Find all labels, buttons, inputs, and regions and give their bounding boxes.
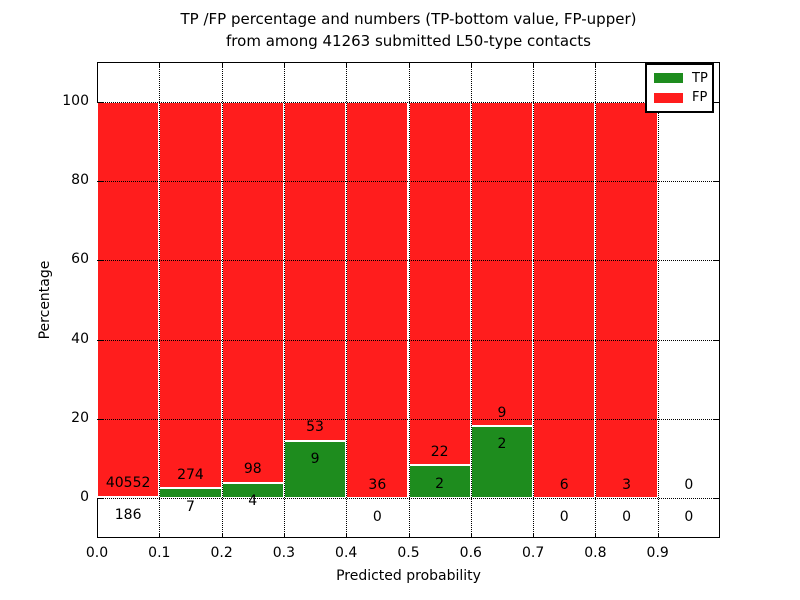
plot-area <box>97 62 720 538</box>
y-tick-label: 80 <box>71 172 89 188</box>
x-tick-label: 0.7 <box>521 545 545 561</box>
y-axis-label: Percentage <box>37 260 53 340</box>
y-tick-label: 100 <box>62 92 89 109</box>
x-tick-label: 0.9 <box>646 545 669 561</box>
x-tick-label: 0.5 <box>397 545 420 561</box>
legend-entry-tp: TP <box>647 72 712 85</box>
y-tick-label: 20 <box>71 410 89 426</box>
tp-color-swatch <box>654 73 683 84</box>
x-tick-label: 0.8 <box>584 545 607 561</box>
x-tick-label: 0.6 <box>459 545 482 561</box>
y-tick-label: 0 <box>80 489 89 506</box>
chart-title: TP /FP percentage and numbers (TP-bottom… <box>97 8 720 52</box>
chart-title-line1: TP /FP percentage and numbers (TP-bottom… <box>180 10 637 28</box>
x-tick-label: 0.0 <box>85 545 109 561</box>
x-tick-label: 0.3 <box>272 545 296 561</box>
fp-color-swatch <box>654 92 683 103</box>
x-axis-label: Predicted probability <box>336 568 481 584</box>
legend-label-fp: FP <box>692 90 708 106</box>
x-tick-label: 0.4 <box>335 545 358 561</box>
x-tick-label: 0.1 <box>148 545 171 561</box>
chart-title-line2: from among 41263 submitted L50-type cont… <box>226 32 591 50</box>
legend-entry-fp: FP <box>647 91 712 104</box>
x-tick-label: 0.2 <box>210 545 233 561</box>
legend-label-tp: TP <box>692 70 708 86</box>
legend: TP FP <box>645 63 714 113</box>
